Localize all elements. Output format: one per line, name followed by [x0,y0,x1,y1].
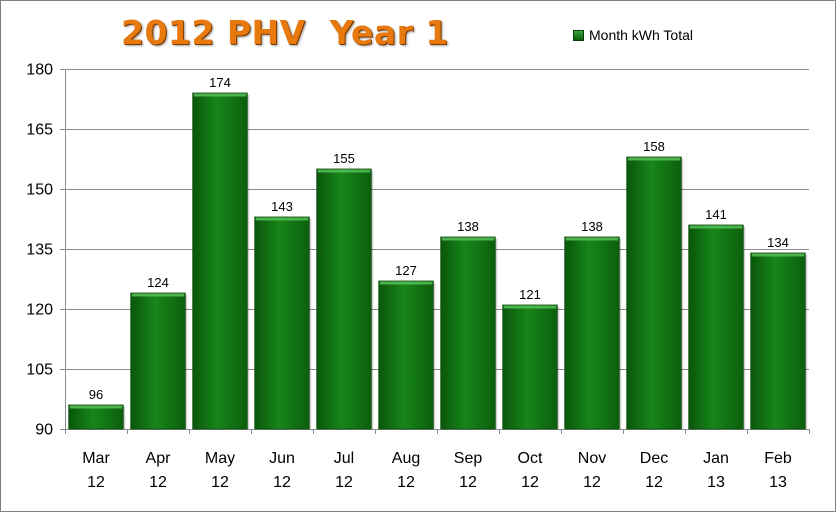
x-tick-label: 12 [149,474,167,491]
data-label: 158 [643,139,665,154]
data-label: 124 [147,275,169,290]
x-tick-label: Aug [392,450,420,467]
bar [626,156,682,430]
bar [502,304,558,430]
x-tick-label: 12 [211,474,229,491]
bar [254,216,310,430]
bar-top-highlight [689,225,743,229]
x-tick-label: 12 [335,474,353,491]
bar-top-highlight [69,405,123,409]
chart-title: 2012 PHV Year 1 [121,13,449,52]
bar [192,92,248,430]
data-label: 138 [457,219,479,234]
bar [564,236,620,430]
x-tick-label: Dec [640,450,668,467]
data-label: 127 [395,263,417,278]
y-tick-label: 165 [26,122,53,139]
data-label: 134 [767,235,789,250]
bar-top-highlight [503,305,557,309]
x-tick-label: 12 [521,474,539,491]
x-tick-label: Jul [334,450,354,467]
bar [750,252,806,430]
bar [688,224,744,430]
bar-top-highlight [751,253,805,257]
bar [130,292,186,430]
data-label: 141 [705,207,727,222]
legend-swatch [573,29,584,41]
x-tick-label: 13 [707,474,725,491]
bar [68,404,124,430]
y-tick-label: 120 [26,302,53,319]
x-tick-label: 12 [459,474,477,491]
y-tick-label: 150 [26,182,53,199]
x-tick-label: 13 [769,474,787,491]
x-tick-label: 12 [87,474,105,491]
bar-top-highlight [627,157,681,161]
bar-top-highlight [379,281,433,285]
bar [316,168,372,430]
bar-top-highlight [255,217,309,221]
bar-top-highlight [193,93,247,97]
bar-top-highlight [317,169,371,173]
y-tick-label: 180 [26,62,53,79]
x-tick-label: Jan [703,450,729,467]
data-label: 155 [333,151,355,166]
x-tick-label: Jun [269,450,295,467]
y-tick-label: 90 [35,422,53,439]
x-tick-label: 12 [583,474,601,491]
y-tick-label: 105 [26,362,53,379]
bar [440,236,496,430]
y-tick-label: 135 [26,242,53,259]
bar-top-highlight [565,237,619,241]
data-label: 121 [519,287,541,302]
bar [378,280,434,430]
bar-top-highlight [441,237,495,241]
legend: Month kWh Total [573,27,693,43]
x-tick-label: Feb [764,450,792,467]
data-label: 96 [89,387,103,402]
x-tick-label: Nov [578,450,606,467]
x-tick-label: 12 [645,474,663,491]
x-tick-label: 12 [397,474,415,491]
x-tick-label: Oct [518,450,543,467]
x-tick-label: Sep [454,450,483,467]
legend-label: Month kWh Total [589,27,694,43]
x-tick-label: Apr [146,450,172,467]
x-tick-label: 12 [273,474,291,491]
bar-top-highlight [131,293,185,297]
x-tick-label: May [205,450,235,467]
data-label: 138 [581,219,603,234]
data-label: 174 [209,75,231,90]
x-tick-label: Mar [82,450,110,467]
data-label: 143 [271,199,293,214]
